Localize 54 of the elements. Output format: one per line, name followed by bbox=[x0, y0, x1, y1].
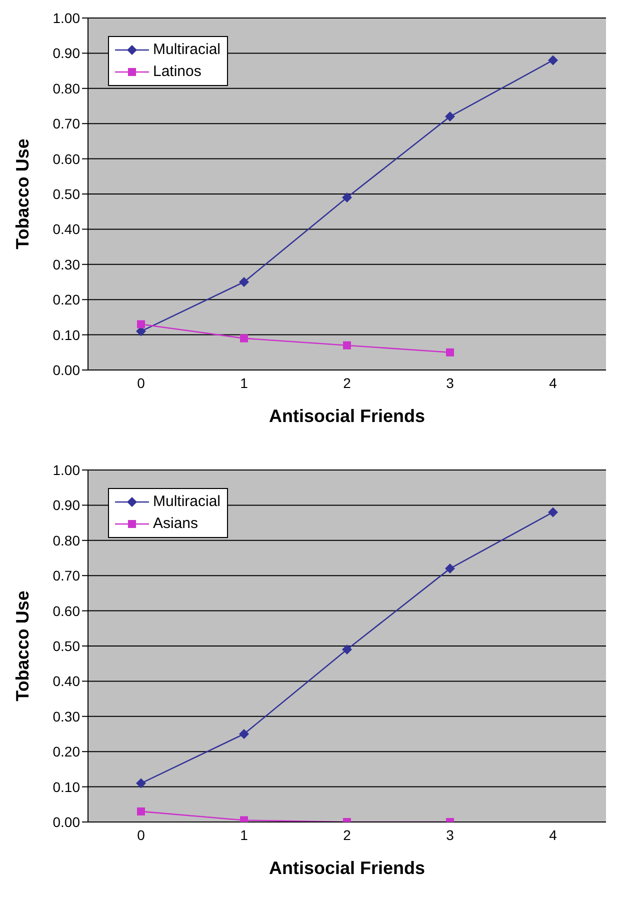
y-tick-label: 0.20 bbox=[52, 292, 80, 308]
legend-label: Multiracial bbox=[153, 492, 221, 512]
y-tick-label: 1.00 bbox=[52, 10, 80, 26]
x-tick-label: 3 bbox=[446, 374, 454, 391]
y-tick-label: 0.90 bbox=[52, 497, 80, 514]
y-tick-label: 0.40 bbox=[52, 221, 80, 238]
y-tick-label: 0.30 bbox=[52, 256, 80, 272]
x-tick-label: 1 bbox=[240, 374, 248, 391]
y-tick-label: 0.70 bbox=[52, 568, 80, 584]
x-tick-label: 3 bbox=[446, 826, 454, 843]
y-tick-label: 0.40 bbox=[52, 673, 80, 690]
y-tick-label: 0.10 bbox=[52, 778, 80, 795]
x-tick-label: 4 bbox=[549, 826, 558, 843]
point bbox=[239, 277, 249, 287]
y-tick-label: 0.20 bbox=[52, 744, 80, 760]
y-tick-label: 0.00 bbox=[52, 362, 80, 378]
legend-label: Multiracial bbox=[153, 40, 221, 60]
point bbox=[136, 778, 146, 788]
point bbox=[137, 807, 145, 816]
y-tick-label: 0.10 bbox=[52, 326, 80, 343]
y-tick-label: 0.80 bbox=[52, 80, 80, 96]
y-tick-label: 0.30 bbox=[52, 708, 80, 724]
point bbox=[548, 507, 558, 518]
y-axis-title: Tobacco Use bbox=[12, 138, 32, 250]
x-axis-title: Antisocial Friends bbox=[268, 858, 426, 878]
y-tick-label: 1.00 bbox=[52, 462, 80, 478]
y-tick-label: 0.60 bbox=[52, 150, 80, 167]
point bbox=[445, 112, 455, 122]
x-tick-label: 2 bbox=[343, 374, 352, 391]
point bbox=[137, 320, 145, 328]
point bbox=[240, 334, 248, 342]
point bbox=[445, 564, 455, 574]
x-axis-title: Antisocial Friends bbox=[268, 406, 426, 426]
point bbox=[446, 348, 454, 356]
point bbox=[343, 341, 351, 350]
y-tick-label: 0.70 bbox=[52, 116, 80, 132]
y-tick-label: 0.50 bbox=[52, 186, 80, 202]
x-tick-label: 1 bbox=[240, 826, 248, 843]
legend-label: Latinos bbox=[153, 62, 202, 82]
y-tick-label: 0.00 bbox=[52, 814, 80, 830]
x-tick-label: 4 bbox=[549, 374, 558, 391]
point bbox=[548, 55, 558, 66]
x-tick-label: 0 bbox=[137, 374, 146, 391]
y-tick-label: 0.90 bbox=[52, 45, 80, 62]
x-tick-label: 2 bbox=[343, 826, 352, 843]
y-tick-label: 0.80 bbox=[52, 532, 80, 548]
y-tick-label: 0.50 bbox=[52, 638, 80, 654]
point bbox=[239, 729, 249, 739]
y-axis-title: Tobacco Use bbox=[12, 590, 32, 702]
x-tick-label: 0 bbox=[137, 826, 146, 843]
point bbox=[342, 192, 352, 203]
y-tick-label: 0.60 bbox=[52, 602, 80, 619]
legend-label: Asians bbox=[153, 514, 198, 534]
point bbox=[342, 644, 352, 655]
